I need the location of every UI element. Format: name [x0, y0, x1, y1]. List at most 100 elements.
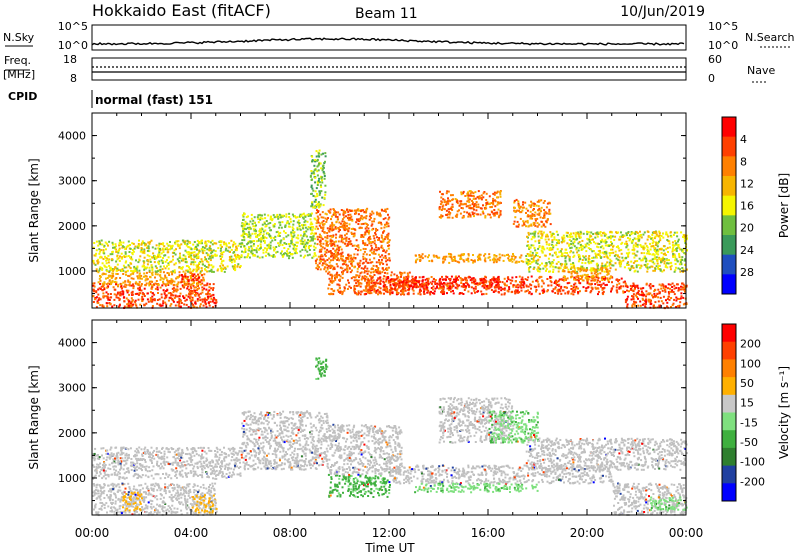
- x-tick-label: 12:00: [372, 526, 407, 540]
- velocity-colorbar: 200 100 50 15 -15 -50 -100 -200 Velocity [m s⁻¹]: [721, 323, 791, 502]
- scatter-region-12: [525, 437, 688, 471]
- scatter-region-3: [92, 446, 242, 480]
- colorbar-swatch: [722, 483, 736, 502]
- x-tick-label: 20:00: [570, 526, 605, 540]
- x-tick-label: 00:00: [75, 526, 110, 540]
- colorbar-swatch: [722, 324, 736, 343]
- colorbar-tick-label: 20: [740, 222, 754, 235]
- scatter-region-4: [240, 212, 317, 260]
- freq-label: Freq.: [4, 54, 31, 67]
- colorbar-swatch: [722, 341, 736, 360]
- scatter-region-14: [624, 282, 688, 310]
- nsky-label: N.Sky: [3, 31, 35, 44]
- colorbar-tick-label: -15: [740, 416, 758, 429]
- colorbar-swatch: [722, 195, 736, 216]
- colorbar-tick-label: 15: [740, 397, 754, 410]
- colorbar-swatch: [722, 377, 736, 396]
- freq-tick-bottom: 8: [70, 72, 77, 85]
- scatter-region-6: [314, 207, 391, 273]
- nsearch-tick-bottom: 10^0: [708, 39, 738, 52]
- cpid-value: normal (fast) 151: [95, 93, 213, 107]
- colorbar-swatch: [722, 235, 736, 256]
- colorbar-swatch: [722, 176, 736, 197]
- power-colorbar: 4 8 12 16 20 24 28 Power [dB]: [721, 116, 791, 295]
- scatter-region-2: [122, 491, 143, 512]
- y-tick-label: 3000: [58, 175, 86, 188]
- x-tick-label: 04:00: [174, 526, 209, 540]
- scatter-region-12: [512, 198, 552, 228]
- x-axis-labels: 00:00 04:00 08:00 12:00 16:00 20:00 00:00: [75, 526, 704, 540]
- x-tick-label: 00:00: [669, 526, 704, 540]
- scatter-region-1: [191, 494, 218, 514]
- nsky-tick-bottom: 10^0: [58, 39, 88, 52]
- y-tick-label: 1000: [58, 472, 86, 485]
- cpid-label: CPID: [8, 90, 37, 103]
- colorbar-swatch: [722, 430, 736, 449]
- scatter-region-11: [438, 190, 502, 219]
- date-label: 10/Jun/2019: [620, 4, 705, 20]
- colorbar-tick-label: 28: [740, 266, 754, 279]
- nsky-panel-frame: [91, 24, 687, 51]
- y-tick-label: 1000: [58, 265, 86, 278]
- colorbar-tick-label: 4: [740, 133, 747, 146]
- scatter-region-5: [315, 357, 329, 380]
- scatter-region-2: [178, 273, 203, 284]
- nave-tick-top: 60: [708, 53, 722, 66]
- colorbar-swatch: [722, 254, 736, 275]
- colorbar-title: Velocity [m s⁻¹]: [777, 366, 791, 459]
- nsky-trace: [91, 37, 685, 46]
- scatter-region-13: [525, 230, 688, 273]
- x-tick-label: 16:00: [471, 526, 506, 540]
- colorbar-swatch: [722, 156, 736, 177]
- scatter-region-7: [327, 423, 403, 476]
- power-panel: 1000 2000 3000 4000 Slant Range [km]: [27, 112, 688, 310]
- colorbar-title: Power [dB]: [777, 173, 791, 238]
- y-tick-label: 2000: [58, 427, 86, 440]
- colorbar-tick-label: 8: [740, 155, 747, 168]
- x-axis-title: Time UT: [364, 541, 415, 554]
- nsearch-label: N.Search: [745, 31, 795, 44]
- scatter-region-3: [92, 239, 243, 273]
- colorbar-tick-label: 100: [740, 357, 761, 370]
- y-tick-label: 4000: [58, 337, 86, 350]
- nsky-tick-top: 10^5: [58, 20, 88, 33]
- nave-label: Nave: [747, 64, 775, 77]
- colorbar-tick-label: -100: [740, 456, 765, 469]
- colorbar-tick-label: 50: [740, 377, 754, 390]
- y-tick-label: 2000: [58, 220, 86, 233]
- scatter-region-4: [240, 410, 329, 471]
- colorbar-swatch: [722, 117, 736, 138]
- colorbar-swatch: [722, 274, 736, 295]
- y-axis-title: Slant Range [km]: [27, 158, 41, 262]
- scatter-region-15: [563, 266, 612, 282]
- colorbar-tick-label: -200: [740, 475, 765, 488]
- scatter-region-5: [309, 149, 327, 209]
- colorbar-swatch: [722, 447, 736, 467]
- scatter-region-9: [414, 482, 539, 494]
- freq-tick-top: 18: [63, 53, 77, 66]
- heatmap-cells: [92, 149, 688, 310]
- scatter-region-9: [389, 277, 503, 289]
- colorbar-tick-label: 16: [740, 200, 754, 213]
- colorbar-tick-label: 200: [740, 338, 761, 351]
- y-axis-title: Slant Range [km]: [27, 365, 41, 469]
- colorbar-tick-label: 12: [740, 177, 754, 190]
- x-tick-label: 08:00: [273, 526, 308, 540]
- colorbar-swatch: [722, 359, 736, 378]
- scatter-region-8: [389, 464, 614, 485]
- colorbar-swatch: [722, 412, 736, 431]
- scatter-region-11: [488, 410, 540, 444]
- station-title: Hokkaido East (fitACF): [92, 1, 271, 20]
- y-tick-label: 3000: [58, 382, 86, 395]
- colorbar-tick-label: -50: [740, 436, 758, 449]
- nsearch-tick-top: 10^5: [708, 20, 738, 33]
- freq-panel-frame: [91, 57, 687, 81]
- y-tick-label: 4000: [58, 130, 86, 143]
- scatter-region-6: [327, 473, 391, 498]
- heatmap-cells: [92, 357, 688, 517]
- nave-tick-bottom: 0: [708, 72, 715, 85]
- colorbar-swatch: [722, 465, 736, 484]
- scatter-region-0: [92, 282, 218, 309]
- beam-label: Beam 11: [355, 6, 418, 22]
